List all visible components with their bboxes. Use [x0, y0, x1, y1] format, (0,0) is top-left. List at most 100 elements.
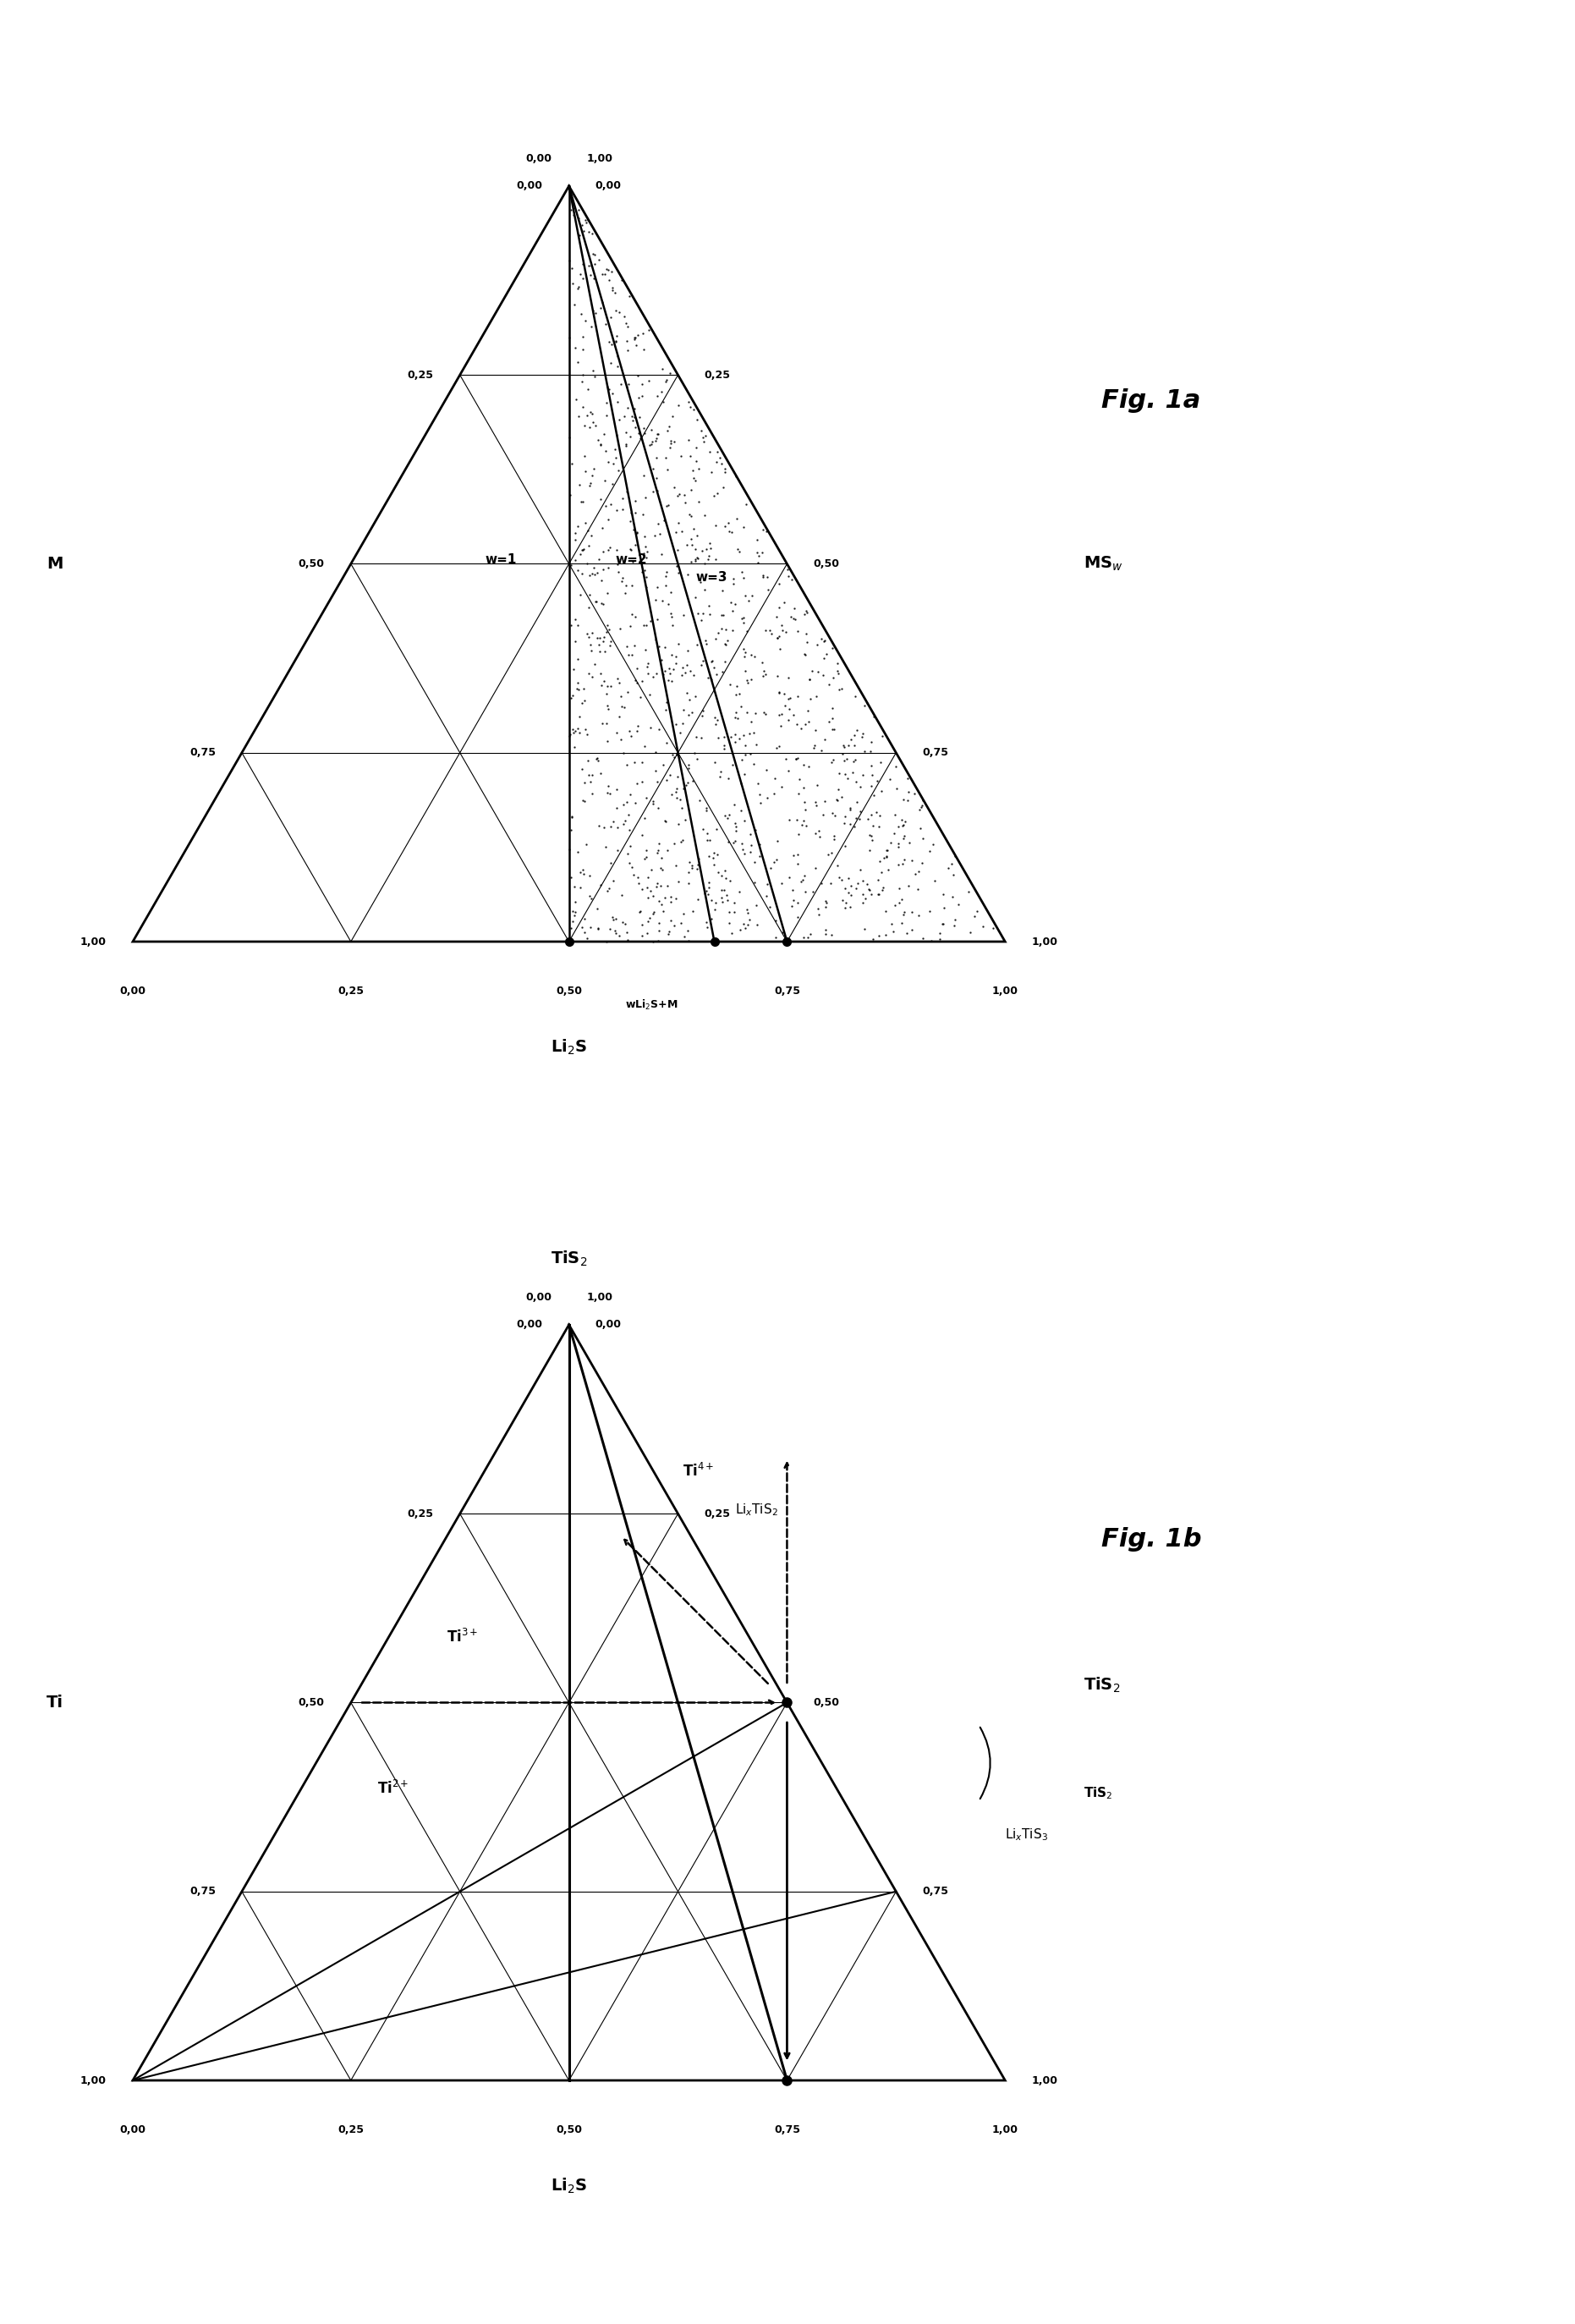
- Point: [580, 458, 605, 495]
- Point: [570, 330, 595, 367]
- Point: [581, 451, 606, 488]
- Point: [891, 897, 917, 934]
- Text: 0,50: 0,50: [299, 1697, 324, 1708]
- Point: [679, 846, 704, 883]
- Point: [770, 611, 795, 648]
- Point: [580, 774, 605, 811]
- Point: [580, 614, 605, 651]
- Point: [567, 467, 592, 504]
- Point: [632, 551, 657, 588]
- Point: [767, 618, 792, 655]
- Point: [765, 621, 791, 658]
- Point: [792, 858, 817, 895]
- Point: [600, 374, 625, 411]
- Point: [713, 611, 739, 648]
- Point: [644, 439, 669, 476]
- Point: [567, 853, 592, 890]
- Point: [858, 818, 884, 855]
- Point: [729, 553, 754, 590]
- Point: [717, 667, 742, 704]
- Point: [625, 860, 650, 897]
- Point: [633, 528, 658, 565]
- Point: [608, 720, 633, 758]
- Point: [890, 806, 915, 844]
- Point: [797, 660, 822, 697]
- Point: [750, 644, 775, 681]
- Point: [594, 923, 619, 960]
- Point: [658, 902, 684, 939]
- Point: [874, 839, 899, 876]
- Point: [786, 816, 811, 853]
- Point: [732, 802, 758, 839]
- Point: [753, 695, 778, 732]
- Point: [595, 767, 621, 804]
- Point: [896, 774, 921, 811]
- Point: [625, 713, 650, 751]
- Point: [693, 572, 718, 609]
- Point: [917, 832, 942, 869]
- Point: [739, 576, 764, 614]
- Point: [559, 249, 584, 286]
- Point: [647, 867, 673, 904]
- Point: [655, 586, 680, 623]
- Point: [732, 634, 758, 672]
- Point: [835, 727, 860, 765]
- Point: [576, 528, 602, 565]
- Point: [724, 667, 750, 704]
- Point: [811, 720, 836, 758]
- Point: [813, 621, 838, 658]
- Point: [717, 760, 742, 797]
- Point: [635, 532, 660, 569]
- Point: [584, 583, 610, 621]
- Point: [729, 741, 754, 779]
- Point: [751, 511, 776, 548]
- Point: [616, 674, 641, 711]
- Point: [562, 602, 587, 639]
- Point: [887, 827, 912, 865]
- Point: [614, 332, 639, 370]
- Point: [581, 358, 606, 395]
- Point: [558, 811, 583, 848]
- Point: [715, 823, 740, 860]
- Point: [825, 655, 850, 693]
- Point: [567, 216, 592, 253]
- Point: [847, 799, 873, 837]
- Point: [614, 474, 639, 511]
- Point: [885, 809, 910, 846]
- Point: [600, 804, 625, 841]
- Point: [671, 690, 696, 727]
- Point: [676, 495, 701, 532]
- Text: 0,75: 0,75: [189, 748, 216, 758]
- Point: [591, 551, 616, 588]
- Point: [654, 567, 679, 604]
- Point: [701, 846, 726, 883]
- Point: [644, 569, 669, 607]
- Point: [565, 709, 591, 746]
- Point: [635, 655, 660, 693]
- Point: [575, 511, 600, 548]
- Point: [877, 823, 902, 860]
- Point: [876, 851, 901, 888]
- Point: [610, 562, 635, 600]
- Point: [570, 781, 595, 818]
- Point: [558, 716, 583, 753]
- Point: [792, 783, 817, 820]
- Point: [591, 623, 616, 660]
- Point: [567, 713, 592, 751]
- Point: [776, 660, 802, 697]
- Point: [776, 702, 802, 739]
- Point: [794, 593, 819, 630]
- Point: [677, 844, 702, 881]
- Point: [632, 414, 657, 451]
- Point: [595, 548, 621, 586]
- Point: [586, 741, 611, 779]
- Point: [589, 256, 614, 293]
- Point: [633, 779, 658, 816]
- Point: [616, 637, 641, 674]
- Point: [558, 476, 583, 514]
- Point: [731, 630, 756, 667]
- Point: [605, 349, 630, 386]
- Point: [576, 576, 602, 614]
- Point: [605, 493, 630, 530]
- Point: [835, 760, 860, 797]
